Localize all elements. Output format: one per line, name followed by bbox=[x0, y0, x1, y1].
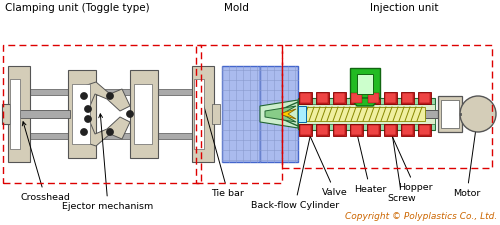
Bar bbox=[68, 71, 96, 158]
Text: Injection unit: Injection unit bbox=[370, 3, 438, 13]
Text: Motor: Motor bbox=[454, 118, 480, 198]
Bar bbox=[299, 93, 312, 105]
Bar bbox=[134, 85, 152, 144]
Bar bbox=[418, 124, 431, 136]
Bar bbox=[299, 124, 312, 136]
Text: Screw: Screw bbox=[388, 124, 416, 202]
Bar bbox=[10, 80, 20, 149]
Bar bbox=[333, 124, 346, 136]
Polygon shape bbox=[84, 117, 130, 146]
Bar bbox=[316, 93, 329, 105]
Bar bbox=[367, 124, 380, 136]
Bar bbox=[298, 106, 306, 122]
Bar bbox=[194, 80, 204, 149]
Circle shape bbox=[106, 93, 114, 100]
Bar bbox=[419, 126, 430, 135]
Text: Valve: Valve bbox=[304, 122, 348, 197]
Bar bbox=[385, 94, 396, 104]
Bar bbox=[298, 105, 435, 124]
Text: Ejector mechanism: Ejector mechanism bbox=[62, 114, 154, 211]
Bar bbox=[384, 93, 397, 105]
Circle shape bbox=[80, 129, 87, 136]
Bar bbox=[418, 93, 431, 105]
Bar bbox=[402, 126, 413, 135]
Bar bbox=[334, 126, 345, 135]
Bar bbox=[3, 46, 201, 183]
Bar bbox=[357, 75, 373, 94]
Bar bbox=[368, 94, 379, 104]
Bar bbox=[384, 124, 397, 136]
Polygon shape bbox=[265, 106, 296, 122]
Text: Crosshead: Crosshead bbox=[20, 122, 70, 202]
Polygon shape bbox=[280, 103, 298, 126]
Text: Back-flow Cylinder: Back-flow Cylinder bbox=[251, 114, 339, 209]
Bar bbox=[300, 126, 311, 135]
Bar bbox=[350, 69, 380, 99]
Bar bbox=[196, 46, 282, 183]
Circle shape bbox=[106, 129, 114, 136]
Bar bbox=[425, 110, 443, 119]
Bar bbox=[298, 99, 435, 130]
Bar bbox=[441, 101, 459, 128]
Text: Hopper: Hopper bbox=[376, 102, 432, 192]
Polygon shape bbox=[282, 110, 296, 119]
Text: Tie bar: Tie bar bbox=[200, 96, 244, 198]
Bar bbox=[316, 124, 329, 136]
Bar bbox=[303, 108, 425, 122]
Circle shape bbox=[126, 111, 134, 118]
Bar bbox=[350, 124, 363, 136]
Bar bbox=[317, 126, 328, 135]
Bar bbox=[419, 94, 430, 104]
Bar bbox=[333, 93, 346, 105]
Bar bbox=[350, 93, 363, 105]
Bar bbox=[438, 97, 462, 132]
Text: Clamping unit (Toggle type): Clamping unit (Toggle type) bbox=[5, 3, 150, 13]
Text: Mold: Mold bbox=[224, 3, 249, 13]
Polygon shape bbox=[350, 99, 380, 106]
Circle shape bbox=[84, 116, 91, 123]
Bar bbox=[401, 93, 414, 105]
Bar bbox=[192, 67, 214, 162]
Circle shape bbox=[80, 93, 87, 100]
Polygon shape bbox=[84, 83, 130, 112]
Circle shape bbox=[84, 106, 91, 113]
Bar bbox=[212, 105, 220, 124]
Bar bbox=[222, 67, 260, 162]
Bar bbox=[130, 71, 158, 158]
Bar bbox=[334, 94, 345, 104]
Bar bbox=[300, 94, 311, 104]
Bar bbox=[72, 85, 90, 144]
Bar bbox=[20, 110, 70, 119]
Circle shape bbox=[460, 97, 496, 132]
Bar bbox=[402, 94, 413, 104]
Bar bbox=[8, 67, 30, 162]
Bar bbox=[401, 124, 414, 136]
Text: Copyright © Polyplastics Co., Ltd.: Copyright © Polyplastics Co., Ltd. bbox=[345, 211, 497, 220]
Bar bbox=[20, 133, 200, 139]
Bar bbox=[282, 46, 492, 168]
Bar bbox=[367, 93, 380, 105]
Bar bbox=[260, 67, 298, 162]
Bar bbox=[351, 126, 362, 135]
Bar bbox=[317, 94, 328, 104]
Bar bbox=[2, 105, 10, 124]
Bar bbox=[20, 90, 200, 96]
Bar bbox=[368, 126, 379, 135]
Polygon shape bbox=[260, 101, 298, 128]
Bar bbox=[385, 126, 396, 135]
Text: Heater: Heater bbox=[350, 108, 386, 194]
Bar bbox=[351, 94, 362, 104]
